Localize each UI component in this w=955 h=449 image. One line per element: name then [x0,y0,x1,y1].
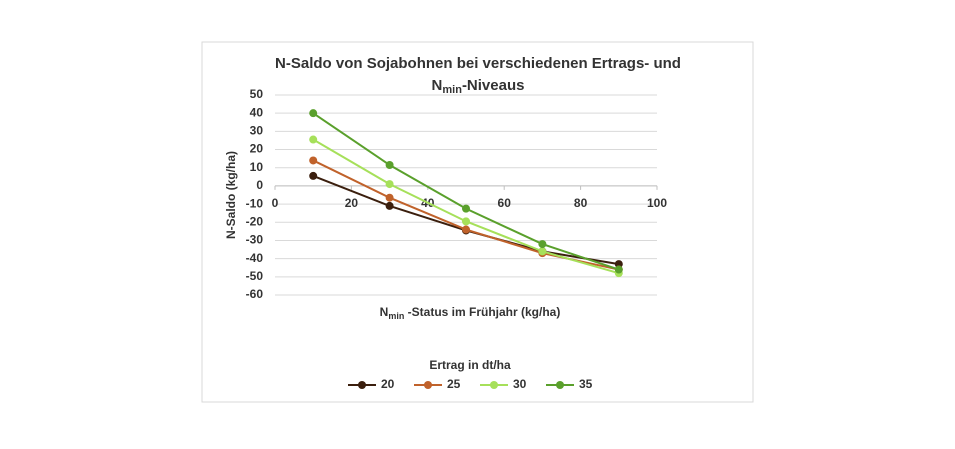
x-label-subscript: min [388,311,404,321]
x-axis-label: Nmin -Status im Frühjahr (kg/ha) [380,305,561,321]
data-point [309,109,318,118]
y-tick-label: 40 [250,105,264,119]
data-point [385,201,394,210]
data-point [309,171,318,180]
y-tick-label: -50 [246,269,264,283]
y-axis-label: N-Saldo (kg/ha) [224,151,238,239]
x-tick-label: 100 [647,196,667,210]
data-point [309,156,318,165]
data-point [309,135,318,144]
legend-label: 35 [579,377,593,391]
y-tick-label: -40 [246,251,264,265]
y-tick-label: 0 [256,178,263,192]
data-point [538,247,547,256]
data-point [385,193,394,202]
title-main: N [432,77,443,94]
legend-marker [424,381,432,389]
chart-title-line2: Nmin-Niveaus [432,77,525,96]
y-tick-label: 30 [250,124,264,138]
y-tick-label: -30 [246,233,264,247]
legend-marker [556,381,564,389]
legend-label: 30 [513,377,527,391]
y-tick-label: -60 [246,287,264,301]
y-tick-label: 20 [250,142,264,156]
x-tick-label: 0 [272,196,279,210]
legend-title: Ertrag in dt/ha [429,358,511,372]
x-tick-label: 20 [345,196,359,210]
legend-label: 25 [447,377,461,391]
data-point [614,265,623,274]
data-point [538,240,547,249]
y-tick-label: 10 [250,160,264,174]
data-point [462,217,470,226]
y-tick-label: -10 [246,196,264,210]
x-label-main: N [380,305,389,319]
chart-title: N-Saldo von Sojabohnen bei verschiedenen… [275,55,681,72]
title-subscript: min [442,84,462,96]
x-tick-label: 60 [498,196,512,210]
x-label-suffix: -Status im Frühjahr (kg/ha) [404,305,560,319]
data-point [385,180,394,189]
title-suffix: -Niveaus [462,77,525,94]
legend-marker [358,381,366,389]
data-point [462,225,470,234]
legend-label: 20 [381,377,395,391]
legend-marker [490,381,498,389]
data-point [385,161,394,169]
data-point [462,204,470,213]
y-tick-label: -20 [246,214,264,228]
x-tick-label: 80 [574,196,588,210]
y-tick-label: 50 [250,87,264,101]
